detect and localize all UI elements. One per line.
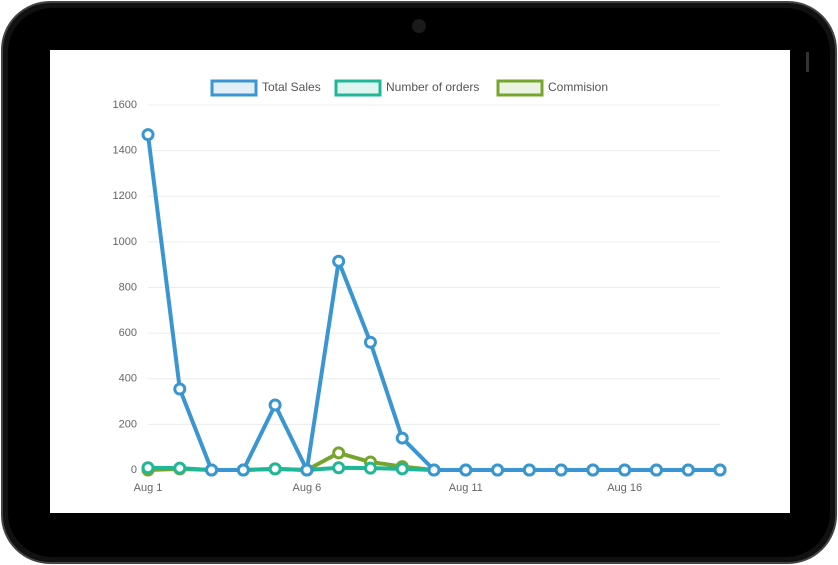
data-point [363,335,377,349]
button [806,52,809,72]
data-point [395,431,409,445]
data-point [395,462,409,476]
data-point [268,398,282,412]
y-tick-label: 600 [119,327,137,339]
data-point [205,463,219,477]
y-tick-label: 200 [119,418,137,430]
data-point [141,128,155,142]
data-point [236,463,250,477]
legend-label: Total Sales [262,80,321,94]
legend-swatch [210,79,258,97]
data-point [681,463,695,477]
data-point [586,463,600,477]
data-point [268,462,282,476]
y-tick-label: 0 [131,464,137,476]
legend-swatch [496,79,544,97]
data-point [173,382,187,396]
data-point [332,254,346,268]
y-tick-label: 1200 [113,190,137,202]
legend-label: Commision [548,80,608,94]
x-tick-label: Aug 11 [449,482,483,494]
x-tick-label: Aug 1 [134,482,163,494]
y-tick-label: 1600 [113,99,137,111]
data-point [427,463,441,477]
data-point [491,463,505,477]
x-tick-label: Aug 6 [293,482,322,494]
data-point [332,446,346,460]
data-point [554,463,568,477]
legend-swatch [334,79,382,97]
y-tick-label: 800 [119,281,137,293]
data-point [363,461,377,475]
data-point [618,463,632,477]
camera [412,19,426,33]
y-tick-label: 400 [119,373,137,385]
chart: 0 200 400 600 800 1000 1200 1400 1600 Aug 1 Aug 6 A… [113,79,727,494]
data-point [459,463,473,477]
data-point [332,461,346,475]
data-point [522,463,536,477]
data-point [141,461,155,475]
data-point [649,463,663,477]
data-point [713,463,727,477]
x-tick-label: Aug 16 [607,482,642,494]
screen [50,50,790,513]
data-point [300,463,314,477]
y-tick-label: 1400 [113,145,137,157]
legend-label: Number of orders [386,80,479,94]
y-tick-label: 1000 [113,236,137,248]
data-point [173,461,187,475]
